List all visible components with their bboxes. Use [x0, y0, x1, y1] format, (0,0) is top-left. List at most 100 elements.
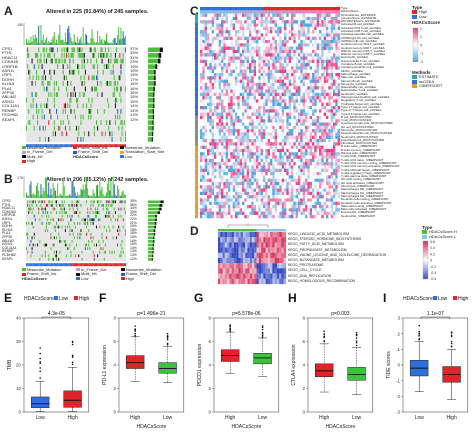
heatmap-cell [279, 7, 282, 11]
heatmap-cell [300, 178, 303, 182]
heatmap-cell [323, 56, 327, 60]
heatmap-cell [333, 76, 336, 80]
heatmap-cell [314, 132, 317, 136]
heatmap-cell [284, 56, 287, 60]
heatmap-cell [221, 198, 224, 202]
heatmap-cell [207, 129, 210, 133]
heatmap-cell [258, 185, 261, 189]
heatmap-cell [326, 162, 329, 166]
heatmap-cell [328, 79, 331, 83]
heatmap-cell [202, 23, 205, 27]
heatmap-cell [295, 16, 299, 21]
heatmap-cell [309, 172, 313, 176]
heatmap-cell [204, 20, 208, 24]
heatmap-cell [328, 135, 331, 140]
tmb-bar [27, 42, 29, 45]
gene-freq-bar [148, 243, 154, 247]
heatmap-cell [309, 148, 313, 153]
heatmap-cell [232, 96, 236, 100]
heatmap-cell [230, 46, 233, 50]
heatmap-cell [235, 165, 238, 169]
heatmap-cell [256, 23, 259, 27]
heatmap-cell [281, 49, 285, 54]
heatmap-cell [202, 211, 205, 215]
heatmap-cell [214, 96, 217, 100]
heatmap-cell [337, 86, 341, 90]
heatmap-cell [312, 139, 315, 143]
heatmap-cell [221, 132, 224, 136]
heatmap-cell [207, 82, 210, 87]
heatmap-cell [246, 36, 250, 41]
mutation-cell [90, 218, 92, 222]
legend-label: In_Frame_Del [27, 149, 53, 155]
heatmap-cell [251, 99, 254, 103]
heatmap-cell [326, 119, 329, 123]
mutation-cell [72, 58, 74, 64]
heatmap-cell [284, 168, 287, 173]
heatmap-cell [230, 175, 233, 179]
heatmap-cell [223, 148, 226, 153]
heatmap-cell [267, 102, 271, 107]
heatmap-cell [326, 181, 329, 186]
heatmap-cell [300, 125, 303, 130]
heatmap-cell [200, 99, 203, 103]
heatmap-cell [279, 148, 282, 153]
tmb-bar [123, 194, 125, 198]
heatmap-cell [253, 172, 257, 176]
heatmap-cell [242, 66, 245, 70]
heatmap-cell [270, 115, 273, 120]
tmb-bar [41, 40, 43, 45]
heatmap-cell [200, 115, 203, 120]
heatmap-cell [235, 23, 238, 27]
heatmap-cell [330, 181, 334, 186]
heatmap-cell [281, 13, 285, 17]
tmb-bar [111, 42, 113, 45]
mutation-cell [119, 229, 121, 232]
heatmap-cell [314, 69, 317, 74]
heatmap-cell [260, 30, 264, 34]
tmb-bar [74, 192, 76, 198]
mutation-cell [49, 200, 51, 204]
heatmap-cell [256, 201, 259, 206]
heatmap-cell [314, 33, 317, 37]
heatmap-cell [319, 53, 322, 57]
heatmap-cell [258, 96, 261, 100]
mutation-cell [107, 81, 109, 86]
heatmap-cell [253, 148, 257, 153]
mutation-cell [90, 109, 92, 114]
heatmap-cell [263, 148, 266, 153]
heatmap-cell [237, 132, 240, 136]
heatmap-cell [321, 7, 324, 11]
heatmap-cell [211, 43, 215, 47]
heatmap-cell [305, 79, 308, 83]
heatmap-cell [230, 40, 233, 44]
heatmap-cell [267, 92, 271, 97]
heatmap-cell [228, 96, 231, 100]
mutation-cell [61, 200, 63, 204]
mutation-cell [112, 225, 114, 229]
mutation-cell [58, 218, 60, 222]
heatmap-cell [256, 205, 259, 209]
heatmap-cell [326, 96, 329, 100]
heatmap-cell [235, 178, 238, 182]
score-annotation-cell [111, 144, 113, 148]
heatmap-cell [286, 16, 289, 21]
heatmap-cell [207, 201, 210, 206]
heatmap-cell [288, 92, 292, 97]
heatmap-cell [314, 198, 317, 202]
heatmap-cell [260, 73, 264, 77]
heatmap-cell [272, 172, 275, 176]
heatmap-cell [277, 191, 280, 196]
heatmap-cell [305, 23, 308, 27]
heatmap-cell [209, 76, 212, 80]
mutation-cell [46, 214, 48, 218]
tmb-bar [124, 194, 126, 198]
mutation-cell [56, 92, 58, 97]
mutation-cell [117, 243, 119, 247]
heatmap-cell [225, 145, 229, 149]
heatmap-cell [249, 33, 252, 37]
heatmap-cell [200, 36, 203, 41]
score-annotation-cell [51, 144, 53, 148]
heatmap-cell [200, 181, 203, 186]
heatmap-cell [314, 162, 317, 166]
